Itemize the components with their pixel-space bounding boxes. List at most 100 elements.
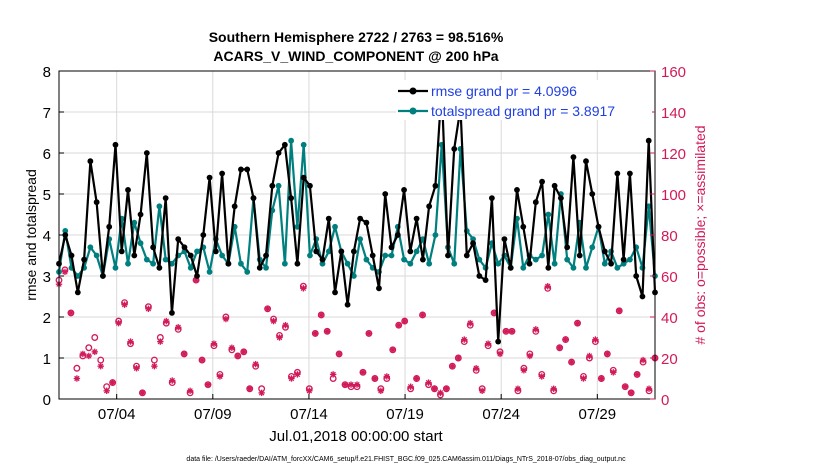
totalspread-marker xyxy=(194,248,200,255)
obs-assimilated-marker xyxy=(425,379,432,386)
obs-assimilated-marker xyxy=(234,352,241,360)
totalspread-marker xyxy=(131,219,138,226)
totalspread-marker xyxy=(294,223,301,230)
obs-assimilated-marker xyxy=(627,389,635,397)
y-left-tick-label: 5 xyxy=(43,187,51,204)
obs-assimilated-marker xyxy=(180,350,188,358)
obs-assimilated-marker xyxy=(300,285,307,292)
totalspread-marker xyxy=(219,252,226,259)
totalspread-marker xyxy=(74,273,81,279)
totalspread-marker xyxy=(614,264,621,271)
obs-assimilated-marker xyxy=(282,322,289,329)
rmse-marker xyxy=(608,260,614,267)
obs-assimilated-marker xyxy=(604,350,611,358)
y-left-tick-label: 8 xyxy=(43,64,51,81)
rmse-marker xyxy=(288,195,295,202)
rmse-marker xyxy=(350,248,357,255)
y-right-tick-label: 120 xyxy=(661,146,686,163)
rmse-marker xyxy=(407,248,414,255)
totalspread-marker xyxy=(564,256,571,263)
obs-assimilated-marker xyxy=(157,338,164,345)
rmse-marker xyxy=(495,338,502,345)
rmse-marker xyxy=(62,232,69,238)
rmse-marker xyxy=(269,182,276,189)
rmse-marker xyxy=(482,277,489,283)
obs-assimilated-marker xyxy=(97,363,104,370)
obs-assimilated-marker xyxy=(139,389,146,397)
totalspread-marker xyxy=(382,252,389,259)
y-left-tick-label: 2 xyxy=(43,310,51,327)
obs-assimilated-marker xyxy=(276,334,283,341)
totalspread-marker xyxy=(407,260,414,267)
obs-assimilated-marker xyxy=(79,350,87,358)
rmse-marker xyxy=(231,203,238,210)
y-left-tick-label: 3 xyxy=(43,269,51,286)
obs-assimilated-marker xyxy=(246,385,253,392)
rmse-marker xyxy=(589,191,596,197)
obs-assimilated-marker xyxy=(228,344,236,351)
y-axis-right-label: # of obs: o=possible; ×=assimilated xyxy=(692,125,708,344)
obs-assimilated-marker xyxy=(73,375,81,382)
obs-assimilated-marker xyxy=(347,381,355,388)
rmse-marker xyxy=(250,195,257,202)
rmse-marker xyxy=(275,150,282,156)
totalspread-marker xyxy=(150,260,157,267)
totalspread-marker xyxy=(275,182,282,189)
rmse-marker xyxy=(68,252,75,259)
rmse-marker xyxy=(363,219,370,226)
rmse-marker xyxy=(488,195,495,202)
rmse-marker xyxy=(501,236,508,243)
obs-assimilated-marker xyxy=(127,338,134,345)
rmse-marker xyxy=(131,252,138,259)
rmse-marker xyxy=(281,141,288,148)
totalspread-marker xyxy=(620,260,627,267)
obs-assimilated-marker xyxy=(186,387,194,394)
totalspread-marker xyxy=(244,269,251,275)
rmse-marker xyxy=(614,170,621,177)
obs-assimilated-marker xyxy=(490,309,498,317)
rmse-marker xyxy=(225,260,232,267)
rmse-marker xyxy=(463,252,470,259)
totalspread-marker xyxy=(137,240,144,247)
obs-assimilated-marker xyxy=(204,381,212,388)
rmse-marker xyxy=(187,252,194,259)
totalspread-marker xyxy=(627,256,633,263)
obs-possible-marker xyxy=(150,356,158,364)
totalspread-marker xyxy=(62,228,69,234)
x-tick-label: 07/09 xyxy=(194,406,232,423)
totalspread-line xyxy=(57,139,657,278)
obs-assimilated-marker xyxy=(306,387,313,394)
y-right-tick-label: 140 xyxy=(661,105,686,122)
rmse-marker xyxy=(419,256,426,263)
obs-possible-marker xyxy=(85,344,93,352)
obs-assimilated-marker xyxy=(175,324,182,331)
y-right-tick-label: 160 xyxy=(661,64,686,81)
obs-assimilated-marker xyxy=(473,365,480,372)
obs-assimilated-marker xyxy=(544,283,551,290)
obs-assimilated-marker xyxy=(407,383,414,390)
totalspread-marker xyxy=(476,256,483,263)
rmse-marker xyxy=(212,248,219,255)
legend-totalspread-marker xyxy=(409,107,417,115)
y-axis-left-label: rmse and totalspread xyxy=(23,169,39,301)
obs-assimilated-marker xyxy=(484,340,492,347)
legend-box xyxy=(396,80,652,120)
obs-assimilated-marker xyxy=(508,328,516,335)
totalspread-marker xyxy=(325,248,332,255)
obs-assimilated-marker xyxy=(359,369,367,376)
rmse-marker xyxy=(369,252,376,259)
obs-assimilated-marker xyxy=(556,344,563,351)
obs-assimilated-marker xyxy=(294,371,301,378)
y-left-tick-label: 0 xyxy=(43,392,51,409)
totalspread-marker xyxy=(93,252,100,259)
obs-assimilated-marker xyxy=(592,336,599,343)
y-right-tick-label: 40 xyxy=(661,310,678,327)
obs-assimilated-marker xyxy=(496,350,504,358)
totalspread-marker xyxy=(601,260,608,267)
rmse-marker xyxy=(633,273,640,279)
obs-assimilated-marker xyxy=(639,356,647,364)
obs-assimilated-marker xyxy=(335,350,343,358)
y-left-tick-label: 1 xyxy=(43,351,51,368)
rmse-marker xyxy=(294,260,301,267)
right-axis-ticks: 0 20 40 60 80 100 120 140 160 xyxy=(650,64,686,409)
